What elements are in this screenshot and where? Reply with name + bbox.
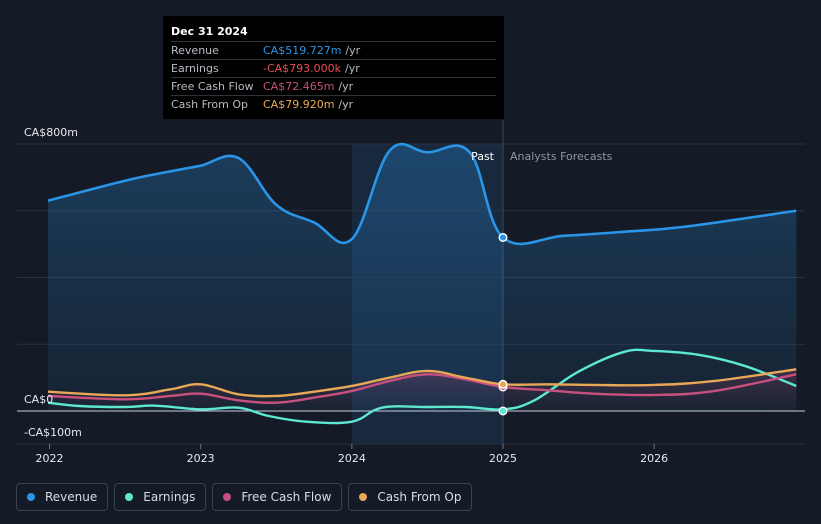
legend-label: Revenue [45, 490, 98, 504]
x-tick-label: 2022 [36, 452, 64, 465]
legend-item-cash-from-op[interactable]: Cash From Op [348, 483, 473, 511]
tooltip-row-earnings: Earnings -CA$793.000k /yr [171, 59, 496, 77]
legend-dot-icon [223, 493, 232, 501]
tooltip-unit: /yr [338, 80, 354, 93]
tooltip-unit: /yr [345, 62, 360, 75]
legend-item-revenue[interactable]: Revenue [16, 483, 109, 511]
x-tick-label: 2023 [187, 452, 215, 465]
tooltip-unit: /yr [338, 98, 354, 111]
y-label-top: CA$800m [24, 126, 78, 139]
revenue-area [48, 144, 797, 411]
earnings-marker [498, 406, 508, 416]
x-tick-label: 2024 [338, 452, 366, 465]
legend-label: Free Cash Flow [241, 490, 332, 504]
tooltip-value: -CA$793.000k [263, 62, 342, 75]
revenue-marker [498, 232, 508, 242]
tooltip-label: Revenue [171, 44, 219, 57]
free-cash-flow-line [47, 373, 797, 404]
legend-label: Earnings [143, 490, 196, 504]
y-label-zero: CA$0 [24, 393, 53, 406]
tooltip-value: CA$79.920m [263, 98, 335, 111]
tooltip-row-cash-from-op: Cash From Op CA$79.920m /yr [171, 95, 496, 113]
legend-item-free-cash-flow[interactable]: Free Cash Flow [212, 483, 343, 511]
legend-dot-icon [27, 493, 35, 501]
tooltip-date: Dec 31 2024 [171, 25, 248, 38]
tooltip-value: CA$519.727m [263, 44, 342, 57]
legend-item-earnings[interactable]: Earnings [114, 483, 207, 511]
tooltip-label: Earnings [171, 62, 219, 75]
region-label-past: Past [471, 150, 495, 163]
legend: Revenue Earnings Free Cash Flow Cash Fro… [16, 483, 478, 511]
earnings-line [47, 348, 797, 425]
legend-dot-icon [125, 493, 134, 501]
tooltip-label: Free Cash Flow [171, 80, 254, 93]
x-tick-label: 2026 [640, 452, 668, 465]
tooltip-label: Cash From Op [171, 98, 249, 111]
cash-from-op-marker [498, 379, 508, 389]
revenue-line [47, 142, 797, 246]
tooltip-value: CA$72.465m [263, 80, 335, 93]
legend-label: Cash From Op [377, 490, 462, 504]
tooltip-unit: /yr [345, 44, 361, 57]
legend-dot-icon [359, 493, 368, 501]
y-label-bottom: -CA$100m [24, 426, 82, 439]
tooltip-row-free-cash-flow: Free Cash Flow CA$72.465m /yr [171, 77, 496, 95]
tooltip: Dec 31 2024 Revenue CA$519.727m /yr Earn… [163, 16, 504, 119]
x-tick-label: 2025 [489, 452, 517, 465]
cash-from-op-line [47, 368, 797, 398]
region-label-forecast: Analysts Forecasts [510, 150, 613, 163]
tooltip-row-revenue: Revenue CA$519.727m /yr [171, 41, 496, 59]
